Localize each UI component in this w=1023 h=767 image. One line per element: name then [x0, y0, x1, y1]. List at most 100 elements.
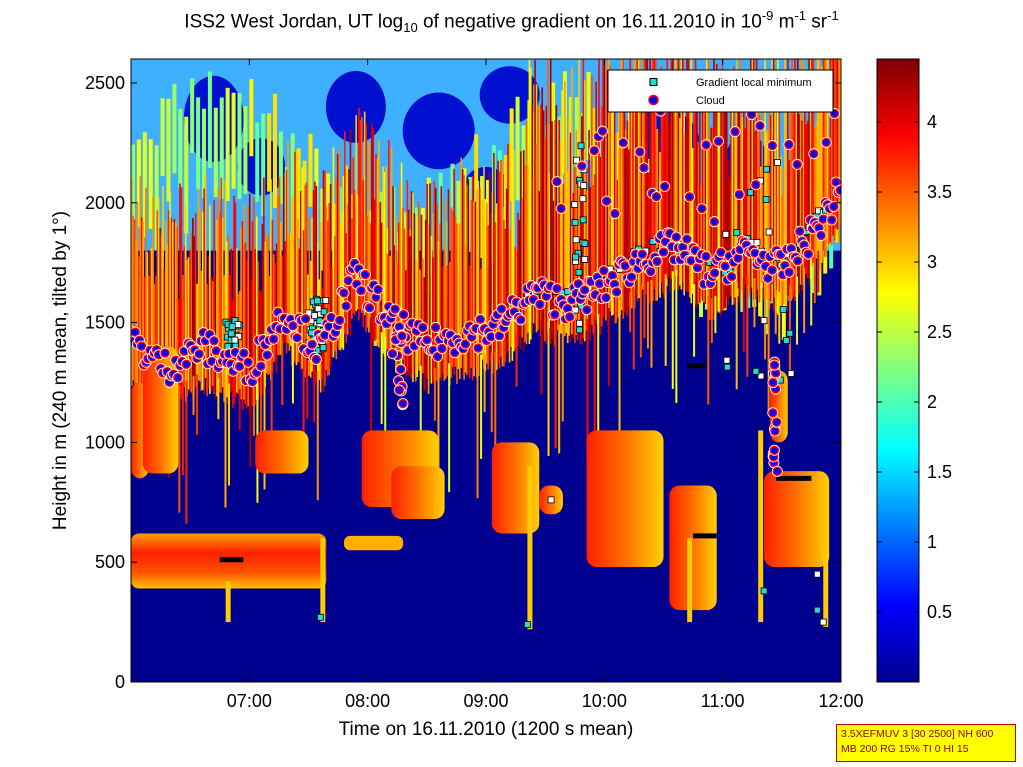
cloud-layer-column: [789, 73, 792, 290]
cloud-marker: [620, 261, 630, 271]
cloud-layer-column: [403, 228, 406, 374]
cloud-layer-column: [170, 217, 173, 405]
cloud-layer-column: [831, 59, 833, 246]
streak-column: [774, 289, 777, 334]
cloud-layer-column: [568, 117, 570, 336]
gradient-minimum-marker: [763, 165, 770, 173]
cloud-marker: [475, 314, 486, 325]
colorbar-tick-label: 2: [927, 392, 937, 412]
cloud-layer-column: [329, 183, 332, 367]
gradient-minimum-marker: [577, 142, 585, 150]
cloud-marker: [831, 177, 841, 187]
cloud-layer-column: [778, 86, 781, 312]
upper-low-patch: [325, 70, 386, 143]
cloud-layer-column: [809, 59, 812, 279]
gradient-minimum-marker: [579, 216, 587, 224]
cloud-marker: [770, 426, 780, 436]
cloud-layer-column: [760, 166, 762, 290]
cloud-layer-column: [818, 59, 820, 260]
cloud-layer-column: [717, 103, 720, 312]
cloud-layer-column: [244, 242, 247, 405]
cloud-layer-column: [618, 79, 620, 317]
cloud-layer-column: [730, 79, 732, 297]
streak-column: [671, 271, 674, 389]
gradient-minimum-marker: [813, 570, 821, 578]
cloud-layer-column: [505, 188, 508, 355]
cloud-layer-column: [203, 188, 206, 394]
cloud-layer-column: [589, 187, 592, 341]
cloud-layer-column: [459, 223, 461, 380]
cloud-marker: [818, 214, 828, 224]
cloud-layer-column: [383, 172, 386, 357]
spike-column: [225, 581, 231, 623]
cloud-layer-column: [581, 116, 583, 345]
cloud-layer-column: [774, 102, 776, 298]
settings-line-2: MB 200 RG 15% TI 0 HI 15: [841, 743, 969, 755]
cloud-marker: [292, 333, 302, 343]
cloud-layer-column: [432, 257, 434, 384]
cloud-layer-column: [821, 65, 823, 263]
cloud-layer-column: [796, 59, 799, 292]
cloud-layer-column: [417, 200, 420, 371]
streak-column: [753, 278, 756, 328]
cloud-marker: [646, 266, 656, 277]
streak-column: [490, 352, 493, 433]
gradient-minimum-marker: [774, 159, 781, 166]
colorbar-tick-label: 1.5: [927, 462, 952, 482]
cloud-layer-column: [461, 169, 464, 376]
cloud-layer-column: [199, 208, 201, 382]
cloud-layer-column: [451, 210, 454, 367]
cloud-layer-column: [433, 180, 436, 381]
cloud-layer-column: [643, 59, 646, 304]
gradient-minimum-marker: [228, 323, 236, 330]
cloud-marker: [173, 372, 183, 383]
y-tick-label: 0: [115, 672, 125, 692]
cloud-marker: [234, 361, 245, 372]
cloud-layer-column: [213, 200, 215, 394]
x-tick-label: 12:00: [818, 691, 863, 711]
cloud-marker: [422, 335, 432, 345]
cloud-marker: [398, 398, 408, 409]
cloud-layer-column: [819, 73, 822, 271]
cloud-layer-column: [427, 224, 430, 394]
cloud-layer-column: [673, 90, 676, 291]
cloud-marker: [398, 309, 409, 320]
cloud-layer-column: [175, 221, 177, 403]
cloud-layer-column: [444, 199, 447, 379]
cloud-layer-column: [765, 132, 768, 300]
cloud-layer-column: [585, 164, 587, 331]
streak-column: [746, 274, 749, 377]
cloud-layer-column: [139, 175, 142, 388]
cloud-layer-column: [521, 198, 524, 338]
cloud-layer-column: [176, 226, 179, 402]
cloud-layer-column: [363, 111, 366, 316]
cloud-layer-column: [623, 86, 626, 313]
fringe-column: [231, 92, 236, 189]
cloud-layer-column: [548, 173, 551, 329]
cloud-layer-column: [579, 188, 582, 345]
cloud-layer-column: [365, 124, 367, 333]
fringe-column: [142, 132, 147, 237]
cloud-marker: [709, 268, 720, 278]
fringe-column: [273, 93, 277, 208]
cloud-layer-column: [397, 222, 400, 374]
cloud-layer-column: [238, 291, 241, 399]
cloud-marker: [602, 196, 612, 206]
cloud-marker: [671, 232, 681, 242]
cloud-layer-column: [646, 59, 649, 298]
gradient-minimum-marker: [581, 256, 589, 263]
cloud-layer-column: [808, 59, 810, 284]
streak-column: [778, 291, 781, 344]
cloud-layer-column: [282, 175, 285, 344]
cloud-layer-column: [788, 160, 791, 302]
cloud-layer-column: [799, 59, 802, 285]
cloud-marker: [390, 304, 400, 314]
fringe-column: [136, 139, 141, 228]
cloud-layer-column: [483, 166, 485, 370]
cloud-marker: [181, 359, 192, 369]
cloud-layer-column: [605, 59, 607, 321]
cloud-layer-column: [795, 74, 798, 298]
cloud-marker: [565, 312, 575, 322]
cloud-layer-column: [180, 187, 183, 400]
streak-column: [742, 277, 745, 353]
